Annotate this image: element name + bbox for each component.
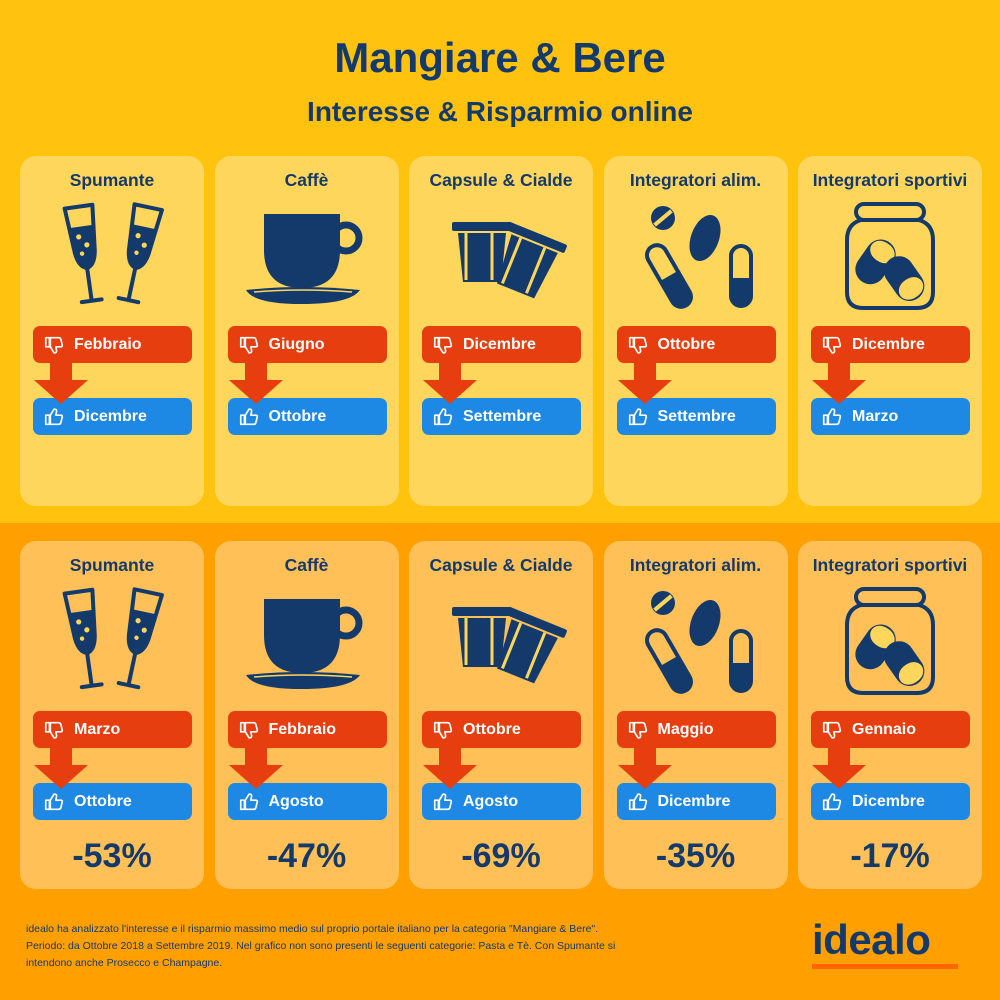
thumb-up-icon [821,791,843,813]
saving-percentage: -69% [461,837,541,875]
pills-icon [621,585,771,697]
footnote-line: idealo ha analizzato l'interesse e il ri… [26,923,599,935]
savings-card-integratori: Integratori alim. Maggio Dicembre -35% [603,541,788,889]
interest-card-capsule: Capsule & Cialde Dicembre Settembre [409,156,593,506]
savings-card-caffe: Caffè Febbraio Agosto -47% [214,541,399,889]
high-interest-month: Ottobre [227,398,387,435]
page-subtitle: Interesse & Risparmio online [307,96,693,127]
card-title: Integratori sportivi [812,555,968,575]
logo-text: idealo [812,916,931,963]
low-interest-month: Febbraio [33,326,192,363]
card-title: Caffè [284,170,329,190]
arrow-down-icon [227,745,285,791]
savings-card-integratori-sportivi: Integratori sportivi Gennaio Dicembre -1… [798,541,982,889]
high-saving-month: Dicembre [616,783,776,820]
low-interest-month: Dicembre [811,326,970,363]
supplement-jar-icon [815,200,965,312]
high-interest-month: Settembre [422,398,581,435]
thumb-down-icon [627,719,649,741]
coffee-cup-icon [232,200,382,312]
thumb-down-icon [627,334,649,356]
thumb-up-icon [43,791,65,813]
footnote-line: Periodo: da Ottobre 2018 a Settembre 201… [26,940,616,952]
arrow-down-icon [810,745,868,791]
thumb-up-icon [627,406,649,428]
arrow-down-icon [616,360,674,406]
pills-icon [621,200,771,312]
arrow-down-icon [421,745,479,791]
high-interest-month: Dicembre [33,398,192,435]
interest-card-caffe: Caffè Giugno Ottobre [214,156,399,506]
high-saving-month: Ottobre [33,783,192,820]
thumb-up-icon [627,791,649,813]
saving-percentage: -17% [850,837,930,875]
interest-cards-row: Spumante Febbraio Dicembre Caffè Giugno … [20,156,982,506]
savings-card-capsule: Capsule & Cialde Ottobre Agosto -69% [409,541,593,889]
high-saving-month: Dicembre [811,783,970,820]
arrow-down-icon [32,745,90,791]
card-title: Caffè [284,555,329,575]
champagne-glasses-icon [37,200,187,312]
high-saving-month: Agosto [422,783,581,820]
card-title: Integratori sportivi [812,170,968,190]
arrow-down-icon [421,360,479,406]
high-saving-month: Agosto [227,783,387,820]
low-saving-month: Ottobre [422,711,581,748]
thumb-down-icon [238,719,260,741]
footnote: idealo ha analizzato l'interesse e il ri… [26,921,746,972]
low-interest-month: Ottobre [616,326,776,363]
thumb-down-icon [432,719,454,741]
thumb-up-icon [821,406,843,428]
thumb-up-icon [43,406,65,428]
interest-card-spumante: Spumante Febbraio Dicembre [20,156,204,506]
page-title: Mangiare & Bere [334,34,666,81]
card-title: Spumante [69,555,155,575]
champagne-glasses-icon [37,585,187,697]
low-saving-month: Gennaio [811,711,970,748]
interest-card-integratori: Integratori alim. Ottobre Settembre [603,156,788,506]
saving-percentage: -35% [655,837,736,875]
high-interest-month: Settembre [616,398,776,435]
low-saving-month: Marzo [33,711,192,748]
supplement-jar-icon [815,585,965,697]
arrow-down-icon [616,745,674,791]
saving-percentage: -47% [266,837,347,875]
thumb-up-icon [432,791,454,813]
coffee-cup-icon [232,585,382,697]
thumb-down-icon [238,334,260,356]
idealo-logo: idealo [812,918,962,974]
card-title: Capsule & Cialde [429,555,573,575]
low-interest-month: Dicembre [422,326,581,363]
thumb-down-icon [821,719,843,741]
card-title: Capsule & Cialde [429,170,573,190]
low-saving-month: Maggio [616,711,776,748]
thumb-up-icon [238,406,260,428]
card-title: Integratori alim. [629,555,762,575]
thumb-up-icon [432,406,454,428]
savings-cards-row: Spumante Marzo Ottobre -53% Caffè Febbra… [20,541,982,889]
thumb-down-icon [43,719,65,741]
saving-percentage: -53% [72,837,152,875]
low-interest-month: Giugno [227,326,387,363]
savings-card-spumante: Spumante Marzo Ottobre -53% [20,541,204,889]
thumb-down-icon [432,334,454,356]
arrow-down-icon [227,360,285,406]
thumb-up-icon [238,791,260,813]
card-title: Integratori alim. [629,170,762,190]
card-title: Spumante [69,170,155,190]
arrow-down-icon [32,360,90,406]
coffee-capsules-icon [426,200,576,312]
logo-underline [812,964,958,969]
coffee-capsules-icon [426,585,576,697]
arrow-down-icon [810,360,868,406]
low-saving-month: Febbraio [227,711,387,748]
high-interest-month: Marzo [811,398,970,435]
interest-card-integratori-sportivi: Integratori sportivi Dicembre Marzo [798,156,982,506]
thumb-down-icon [821,334,843,356]
footnote-line: intendono anche Prosecco e Champagne. [26,957,223,969]
thumb-down-icon [43,334,65,356]
